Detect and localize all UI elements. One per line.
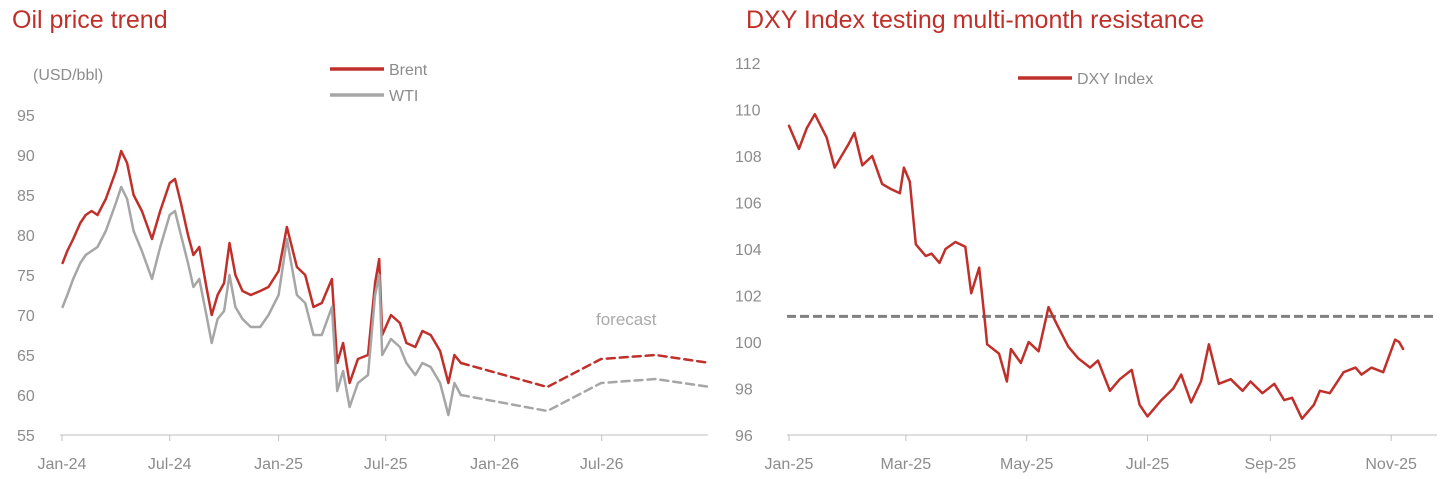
oil-price-chart: (USD/bbl) 55 60 65 70 75 80 85 90 95 Jan-24 Jul-2…: [17, 62, 712, 473]
x-tick-label: Jan-24: [38, 456, 87, 473]
y-tick-label: 80: [17, 228, 35, 245]
y-tick-label: 60: [17, 388, 35, 405]
oil-x-ticks: Jan-24 Jul-24 Jan-25 Jul-25 Jan-26 Jul-26: [38, 435, 624, 473]
y-tick-label: 106: [735, 196, 762, 213]
y-tick-label: 112: [735, 56, 761, 73]
y-tick-label: 85: [17, 188, 35, 205]
x-tick-label: Jan-25: [254, 456, 303, 473]
x-tick-label: Nov-25: [1365, 456, 1417, 473]
x-tick-label: Sep-25: [1245, 456, 1297, 473]
dxy-index-line-line: [787, 112, 1405, 420]
dxy-x-ticks: Jan-25 Mar-25 May-25 Jul-25 Sep-25 Nov-25: [765, 435, 1417, 473]
x-tick-label: Jul-25: [1126, 456, 1170, 473]
x-tick-label: Jul-25: [364, 456, 408, 473]
x-tick-label: Jan-26: [470, 456, 519, 473]
y-tick-label: 70: [17, 308, 35, 325]
dxy-panel: DXY Index testing multi-month resistance…: [725, 0, 1449, 479]
oil-y-ticks: 55 60 65 70 75 80 85 90 95: [17, 108, 35, 445]
y-tick-label: 108: [735, 149, 762, 166]
x-tick-label: Mar-25: [881, 456, 932, 473]
oil-series-lines: [61, 149, 712, 417]
x-tick-label: Jan-25: [765, 456, 814, 473]
x-tick-label: May-25: [1000, 456, 1053, 473]
y-tick-label: 65: [17, 348, 35, 365]
legend-label-brent: Brent: [389, 62, 428, 79]
y-tick-label: 55: [17, 428, 35, 445]
brent-forecast-line: [459, 353, 712, 389]
x-tick-label: Jul-24: [148, 456, 192, 473]
legend-label-wti: WTI: [389, 88, 418, 105]
forecast-annotation: forecast: [596, 310, 657, 329]
y-tick-label: 75: [17, 268, 35, 285]
oil-legend: Brent WTI: [330, 62, 428, 105]
y-tick-label: 90: [17, 148, 35, 165]
wti-actual-line: [61, 185, 463, 417]
dxy-index-chart: 96 98 100 102 104 106 108 110 112 Jan-25 Mar-25 Ma…: [735, 56, 1437, 473]
oil-price-panel: Oil price trend (USD/bbl) 55 60 65 70 75 80 85…: [0, 0, 720, 479]
y-tick-label: 96: [735, 428, 753, 445]
y-tick-label: 110: [735, 103, 761, 120]
brent-actual-line: [61, 149, 463, 385]
dxy-series-lines: [787, 112, 1405, 420]
dxy-y-ticks: 96 98 100 102 104 106 108 110 112: [735, 56, 762, 445]
y-tick-label: 98: [735, 382, 753, 399]
y-tick-label: 95: [17, 108, 35, 125]
y-tick-label: 102: [735, 289, 762, 306]
wti-forecast-line: [459, 377, 712, 413]
x-tick-label: Jul-26: [580, 456, 624, 473]
oil-y-axis-label: (USD/bbl): [33, 67, 103, 84]
dxy-chart-title: DXY Index testing multi-month resistance: [746, 6, 1205, 34]
oil-chart-title: Oil price trend: [12, 6, 168, 34]
legend-label-dxy: DXY Index: [1077, 71, 1153, 88]
y-tick-label: 104: [735, 242, 762, 259]
dxy-legend: DXY Index: [1018, 71, 1153, 88]
y-tick-label: 100: [735, 335, 762, 352]
